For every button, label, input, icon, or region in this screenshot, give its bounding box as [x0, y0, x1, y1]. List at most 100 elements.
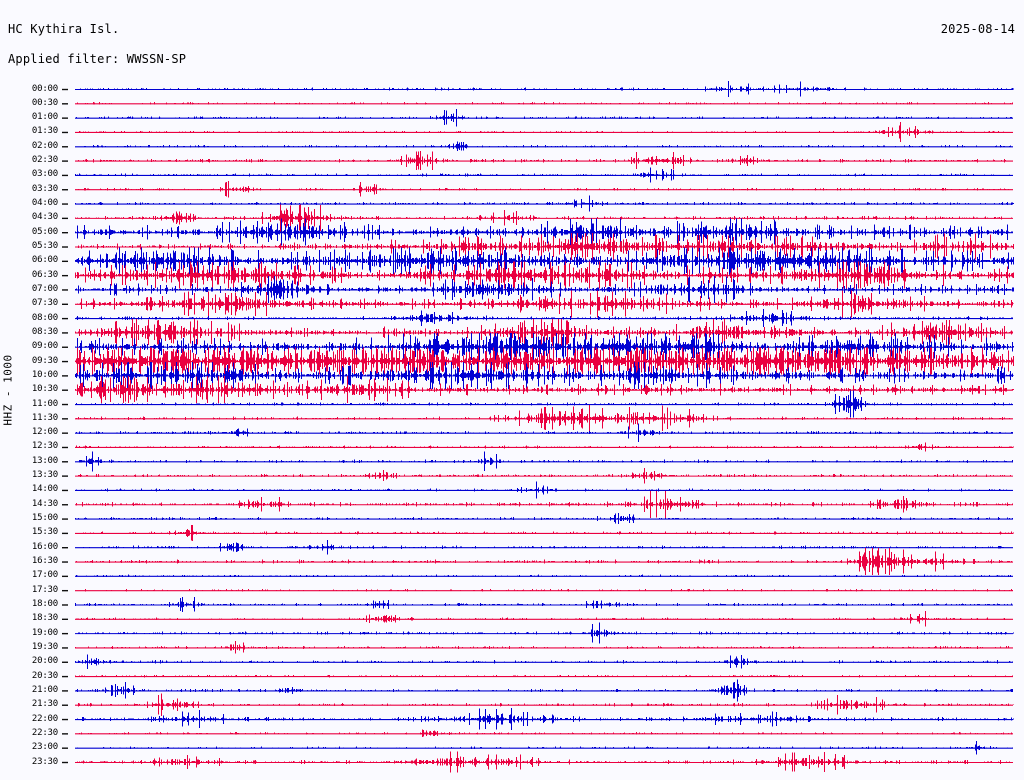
trace-row — [78, 622, 1014, 644]
trace-row — [76, 574, 1011, 578]
time-tick-label: 16:30 — [31, 556, 58, 567]
time-tick-label: 12:30 — [31, 441, 58, 452]
trace-row — [75, 361, 1014, 389]
record-date: 2025-08-14 — [940, 22, 1015, 36]
trace-row — [75, 204, 1012, 232]
time-tick-label: 02:00 — [31, 140, 58, 151]
trace-row — [75, 513, 1013, 524]
time-tick-label: 04:00 — [31, 198, 58, 209]
trace-row — [83, 540, 1004, 555]
trace-row — [75, 276, 1014, 303]
time-tick-label: 14:30 — [31, 498, 58, 509]
time-tick-label: 05:00 — [31, 226, 58, 237]
trace-row — [75, 654, 1013, 669]
time-tick-label: 22:30 — [31, 727, 58, 738]
trace-row — [78, 233, 1014, 260]
trace-row — [75, 195, 1014, 212]
time-tick-label: 09:00 — [31, 341, 58, 352]
time-tick-label: 03:30 — [31, 183, 58, 194]
time-tick-label: 14:00 — [31, 484, 58, 495]
time-tick-label: 20:30 — [31, 670, 58, 681]
time-tick-label: 09:30 — [31, 355, 58, 366]
time-tick-label: 01:30 — [31, 126, 58, 137]
time-tick-label: 11:30 — [31, 412, 58, 423]
time-tick-label: 07:30 — [31, 298, 58, 309]
trace-row — [76, 611, 1005, 627]
time-axis-ticks: 00:00 00:30 01:00 01:30 02:00 02:30 03:00 03:30… — [0, 0, 70, 780]
time-tick-label: 22:00 — [31, 713, 58, 724]
time-tick-label: 11:00 — [31, 398, 58, 409]
trace-row — [75, 167, 1010, 183]
time-tick-label: 06:30 — [31, 269, 58, 280]
time-tick-label: 23:30 — [31, 756, 58, 767]
time-tick-label: 17:30 — [31, 584, 58, 595]
time-tick-label: 15:30 — [31, 527, 58, 538]
time-tick-label: 13:00 — [31, 455, 58, 466]
trace-row — [84, 141, 1011, 151]
trace-row — [76, 108, 1012, 127]
trace-row — [75, 218, 1013, 246]
time-tick-label: 03:00 — [31, 169, 58, 180]
trace-row — [75, 641, 1009, 654]
trace-row — [76, 390, 1012, 418]
trace-row — [78, 151, 1006, 171]
time-tick-label: 04:30 — [31, 212, 58, 223]
time-tick-label: 21:00 — [31, 684, 58, 695]
time-tick-label: 21:30 — [31, 699, 58, 710]
time-tick-label: 08:00 — [31, 312, 58, 323]
trace-row — [78, 693, 1014, 716]
time-tick-label: 06:00 — [31, 255, 58, 266]
trace-row — [85, 589, 1013, 592]
time-tick-label: 10:00 — [31, 369, 58, 380]
time-tick-label: 20:00 — [31, 656, 58, 667]
applied-filter-label: Applied filter: WWSSN-SP — [8, 52, 187, 66]
trace-row — [80, 80, 1014, 98]
time-tick-label: 18:30 — [31, 613, 58, 624]
time-tick-label: 15:00 — [31, 513, 58, 524]
trace-row — [76, 481, 1007, 499]
trace-row — [75, 674, 1013, 678]
trace-row — [79, 729, 1012, 738]
time-tick-label: 23:00 — [31, 742, 58, 753]
trace-row — [78, 467, 1011, 484]
trace-row — [77, 708, 1014, 730]
trace-row — [77, 751, 1010, 773]
time-tick-label: 19:30 — [31, 641, 58, 652]
trace-row — [75, 596, 1012, 612]
trace-row — [83, 525, 1014, 541]
station-title: HC Kythira Isl. — [8, 22, 120, 36]
time-tick-label: 08:30 — [31, 326, 58, 337]
trace-row — [79, 121, 1004, 143]
trace-row — [75, 261, 1014, 289]
time-tick-label: 17:00 — [31, 570, 58, 581]
trace-row — [76, 679, 1013, 702]
time-tick-label: 01:00 — [31, 112, 58, 123]
trace-row — [76, 423, 1013, 443]
time-tick-label: 16:00 — [31, 541, 58, 552]
time-tick-label: 18:00 — [31, 598, 58, 609]
trace-row — [75, 247, 1014, 275]
trace-row — [77, 102, 1013, 105]
trace-row — [77, 741, 1013, 755]
trace-row — [76, 404, 1010, 432]
trace-row — [76, 490, 1013, 518]
time-tick-label: 10:30 — [31, 384, 58, 395]
trace-row — [75, 318, 1013, 346]
trace-row — [76, 309, 1013, 327]
time-tick-label: 19:00 — [31, 627, 58, 638]
time-tick-label: 12:00 — [31, 427, 58, 438]
time-tick-label: 00:00 — [31, 83, 58, 94]
trace-row — [76, 548, 1012, 575]
time-tick-label: 02:30 — [31, 155, 58, 166]
trace-row — [76, 442, 1014, 452]
time-tick-label: 13:30 — [31, 470, 58, 481]
trace-row — [77, 290, 1014, 318]
trace-row — [75, 347, 1014, 375]
trace-row — [75, 376, 1014, 404]
trace-row — [75, 333, 1014, 361]
time-tick-label: 05:30 — [31, 241, 58, 251]
time-tick-label: 07:00 — [31, 283, 58, 294]
trace-row — [78, 181, 1009, 198]
